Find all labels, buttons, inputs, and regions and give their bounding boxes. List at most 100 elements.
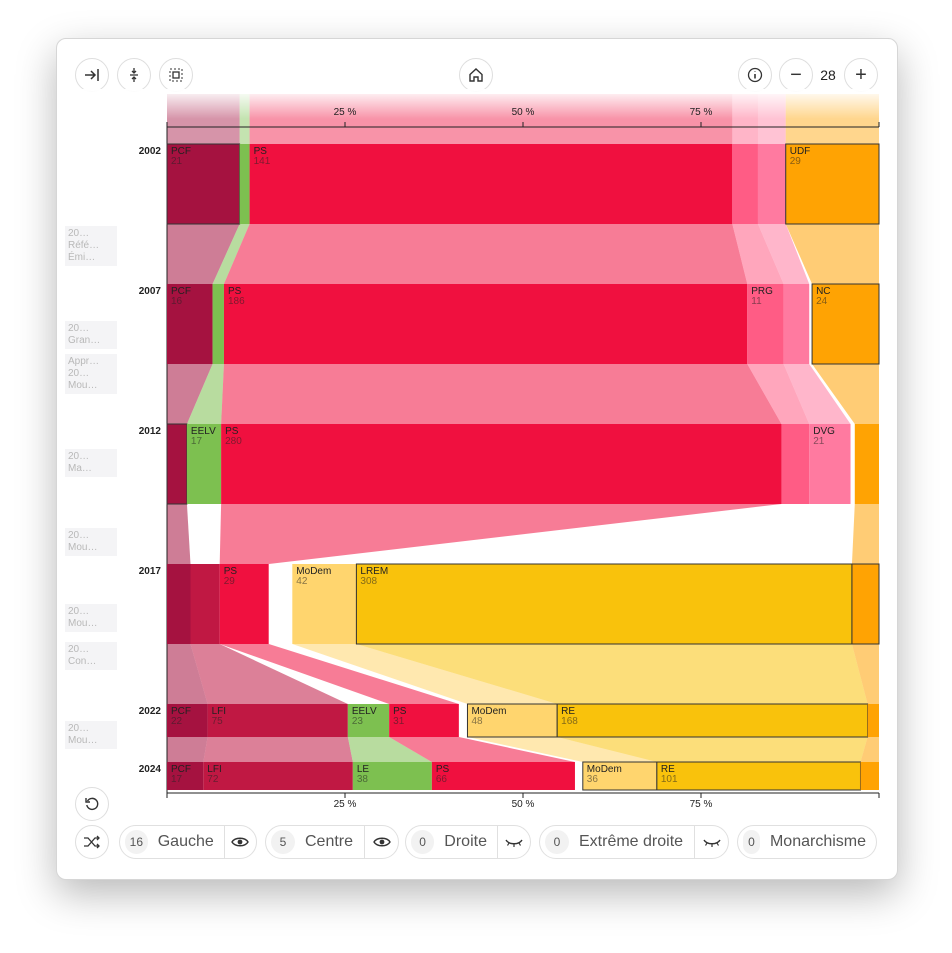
collapse-sidebar-button[interactable] <box>75 58 109 92</box>
party-name-label: PS <box>224 566 238 577</box>
party-seats-label: 280 <box>225 436 242 447</box>
sidebar-event-label[interactable]: Appr… 20… Mou… <box>65 354 117 394</box>
info-button[interactable] <box>738 58 772 92</box>
party-seats-label: 186 <box>228 296 245 307</box>
party-bar[interactable] <box>249 144 733 224</box>
party-bar[interactable] <box>466 703 558 738</box>
eye-closed-icon[interactable] <box>694 826 728 858</box>
party-bar[interactable] <box>207 704 348 737</box>
party-name-label: PCF <box>171 706 191 717</box>
party-bar[interactable] <box>811 283 880 365</box>
party-bar[interactable] <box>431 762 575 790</box>
party-bar[interactable] <box>867 704 879 737</box>
party-bar[interactable] <box>166 423 188 505</box>
party-name-label: EELV <box>352 706 377 717</box>
party-bar[interactable] <box>352 762 432 790</box>
party-bar[interactable] <box>732 144 758 224</box>
party-seats-label: 17 <box>191 436 203 447</box>
zoom-in-button[interactable]: + <box>844 58 878 92</box>
party-bar[interactable] <box>785 143 880 225</box>
sidebar-event-label[interactable]: 20… Con… <box>65 642 117 670</box>
party-bar[interactable] <box>783 284 810 364</box>
filter-chip[interactable]: 0 Monarchisme <box>737 825 877 859</box>
party-name-label: PS <box>254 146 268 157</box>
party-name-label: PS <box>225 426 239 437</box>
party-bar[interactable] <box>219 564 269 644</box>
party-name-label: MoDem <box>471 706 506 717</box>
party-bar[interactable] <box>166 143 241 225</box>
x-tick-label: 25 % <box>334 107 357 118</box>
flow-band <box>812 364 879 424</box>
fit-frame-icon <box>169 68 183 82</box>
party-bar[interactable] <box>167 564 191 644</box>
party-bar[interactable] <box>167 284 213 364</box>
flow-band <box>851 644 879 704</box>
party-name-label: LFI <box>212 706 226 717</box>
party-bar[interactable] <box>221 424 782 504</box>
party-bar[interactable] <box>747 284 784 364</box>
party-bar[interactable] <box>167 762 204 790</box>
party-bar[interactable] <box>347 704 390 737</box>
x-tick-label: 75 % <box>690 799 713 810</box>
shuffle-button[interactable] <box>75 825 109 859</box>
sidebar-event-label[interactable]: 20… Ma… <box>65 449 117 477</box>
sidebar-event-label[interactable]: 20… Mou… <box>65 528 117 556</box>
sidebar-event-label[interactable]: 20… Réfé… Émi… <box>65 226 117 266</box>
party-bar[interactable] <box>212 284 224 364</box>
party-bar[interactable] <box>389 704 459 737</box>
party-bar[interactable] <box>167 704 208 737</box>
party-bar[interactable] <box>851 563 880 645</box>
flow-band <box>732 224 784 284</box>
party-bar[interactable] <box>458 704 468 737</box>
party-bar[interactable] <box>355 563 853 645</box>
party-bar[interactable] <box>854 424 879 504</box>
flow-band <box>783 364 851 424</box>
party-seats-label: 21 <box>813 436 825 447</box>
party-bar[interactable] <box>574 762 583 790</box>
eye-icon[interactable] <box>223 826 256 858</box>
filter-count: 0 <box>411 830 435 854</box>
filter-chip[interactable]: 16 Gauche <box>119 825 257 859</box>
filter-chip[interactable]: 0 Extrême droite <box>539 825 729 859</box>
sidebar-event-label[interactable]: 20… Mou… <box>65 604 117 632</box>
zoom-out-button[interactable]: − <box>779 58 813 92</box>
flow-band <box>347 737 432 762</box>
party-bar[interactable] <box>223 284 748 364</box>
reset-button[interactable] <box>75 787 109 821</box>
filter-label: Monarchisme <box>769 833 866 850</box>
x-tick-label: 50 % <box>512 799 535 810</box>
flow-band <box>557 737 868 762</box>
filter-chip[interactable]: 5 Centre <box>265 825 399 859</box>
party-bar[interactable] <box>656 761 861 791</box>
x-axis: 25 % 25 % 50 % 50 % 75 % 75 % <box>166 107 880 810</box>
eye-icon[interactable] <box>364 826 398 858</box>
filter-label: Centre <box>305 833 354 850</box>
eye-closed-icon[interactable] <box>496 826 530 858</box>
party-bar[interactable] <box>809 424 851 504</box>
filter-label: Gauche <box>157 833 214 850</box>
party-bar[interactable] <box>556 703 869 738</box>
party-name-label: PCF <box>171 146 191 157</box>
party-bar[interactable] <box>268 564 293 644</box>
expand-vertical-icon <box>130 68 138 82</box>
party-bar[interactable] <box>582 761 658 791</box>
party-bar[interactable] <box>781 424 810 504</box>
party-bar[interactable] <box>860 762 879 790</box>
party-bar[interactable] <box>239 144 250 224</box>
party-bar[interactable] <box>190 564 220 644</box>
party-bar[interactable] <box>292 564 357 644</box>
flow-band <box>167 224 240 284</box>
flow-band <box>785 224 879 284</box>
sidebar-event-label[interactable]: 20… Mou… <box>65 721 117 749</box>
fit-frame-button[interactable] <box>159 58 193 92</box>
party-bar[interactable] <box>186 424 222 504</box>
party-name-label: DVG <box>813 426 835 437</box>
party-bar[interactable] <box>203 762 353 790</box>
sidebar-event-label[interactable]: 20… Gran… <box>65 321 117 349</box>
party-bar[interactable] <box>757 144 786 224</box>
filter-chip[interactable]: 0 Droite <box>405 825 531 859</box>
